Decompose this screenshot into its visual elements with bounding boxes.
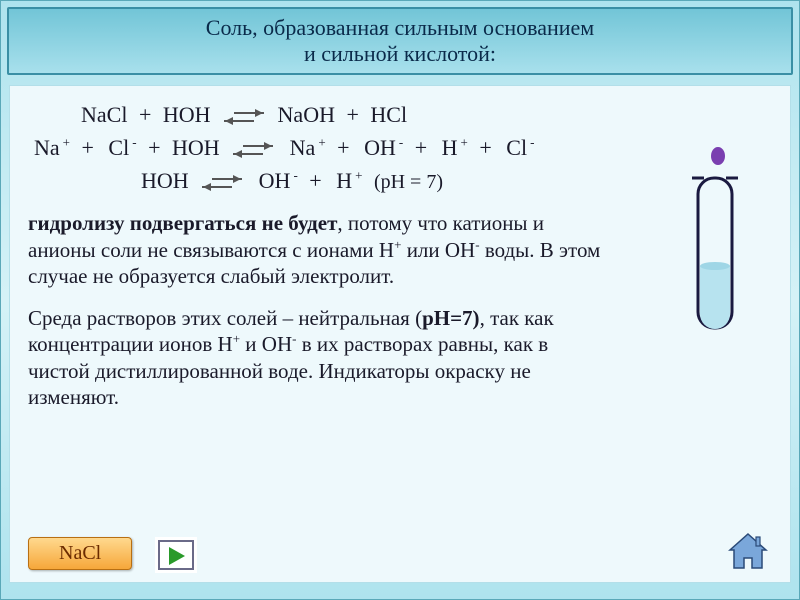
plus-sign: +: [82, 135, 94, 160]
bold-text: рН=7): [422, 306, 479, 330]
play-next-button[interactable]: [158, 540, 194, 570]
text: и OH: [240, 332, 292, 356]
equilibrium-arrow-icon: [222, 110, 266, 124]
ph-label: (pH = 7): [374, 171, 443, 193]
plus-sign: +: [139, 102, 151, 127]
equilibrium-arrow-icon: [200, 176, 244, 190]
slide-title: Соль, образованная сильным основанием и …: [7, 7, 793, 75]
plus-sign: +: [148, 135, 160, 160]
species-hoh: HOH: [163, 102, 211, 127]
plus-sign: +: [346, 102, 358, 127]
equation-line-2: Na+ + Cl- + HOH Na+ + OH- + H+ + Cl-: [28, 133, 772, 164]
ion-oh: OH-: [361, 135, 403, 160]
species-nacl: NaCl: [81, 102, 127, 127]
ion-cl: Cl-: [105, 135, 136, 160]
text: Среда растворов этих солей – нейтральная…: [28, 306, 422, 330]
dropper-drop-icon: [711, 147, 725, 165]
text: или OH: [401, 238, 475, 262]
species-naoh: NaOH: [278, 102, 335, 127]
plus-sign: +: [479, 135, 491, 160]
plus-sign: +: [309, 168, 321, 193]
superscript: +: [233, 331, 240, 346]
bold-text: гидролизу подвергаться не будет: [28, 211, 337, 235]
ion-cl-2: Cl-: [503, 135, 534, 160]
ion-h: H+: [333, 168, 362, 193]
equilibrium-arrow-icon: [231, 143, 275, 157]
ion-h: H+: [439, 135, 468, 160]
title-line-1: Соль, образованная сильным основанием: [19, 15, 781, 41]
species-hoh: HOH: [172, 135, 220, 160]
paragraph-2: Среда растворов этих солей – нейтральная…: [28, 305, 608, 410]
plus-sign: +: [415, 135, 427, 160]
test-tube-icon: [670, 146, 760, 346]
equation-line-1: NaCl + HOH NaOH + HCl: [78, 100, 772, 131]
home-button[interactable]: [726, 532, 770, 572]
ion-na: Na+: [31, 135, 70, 160]
button-label: NaCl: [59, 542, 101, 564]
paragraph-1: гидролизу подвергаться не будет, потому …: [28, 210, 608, 289]
ion-oh: OH-: [256, 168, 298, 193]
slide-content: NaCl + HOH NaOH + HCl Na+ + Cl- + HOH Na…: [9, 85, 791, 583]
nacl-button[interactable]: NaCl: [28, 537, 132, 570]
species-hoh: HOH: [141, 168, 189, 193]
species-hcl: HCl: [370, 102, 407, 127]
plus-sign: +: [337, 135, 349, 160]
chemical-equations: NaCl + HOH NaOH + HCl Na+ + Cl- + HOH Na…: [78, 100, 772, 196]
ion-na-2: Na+: [287, 135, 326, 160]
title-line-2: и сильной кислотой:: [19, 41, 781, 67]
